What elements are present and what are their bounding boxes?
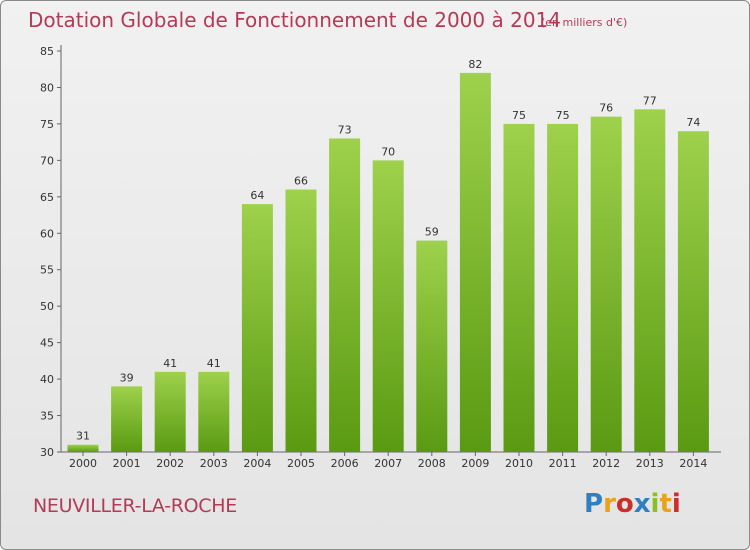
commune-name: NEUVILLER-LA-ROCHE [33, 495, 237, 517]
bar-value-label: 76 [599, 102, 613, 115]
bar [503, 123, 535, 452]
y-tick-label: 45 [40, 337, 54, 350]
logo-letter: i [671, 489, 681, 519]
bar-value-label: 74 [686, 116, 700, 129]
bar-value-label: 75 [512, 109, 526, 122]
logo-letter: P [584, 489, 604, 519]
bar [590, 116, 622, 453]
bar [329, 138, 361, 452]
y-tick-label: 85 [40, 45, 54, 58]
y-tick-label: 35 [40, 410, 54, 423]
bar [111, 386, 143, 452]
bar [198, 371, 230, 452]
bar-value-label: 41 [207, 357, 221, 370]
bar [372, 160, 404, 452]
bar [547, 123, 579, 452]
x-tick-label: 2003 [200, 457, 228, 470]
y-tick-label: 80 [40, 81, 54, 94]
logo-letter: t [659, 489, 672, 519]
bar [154, 371, 186, 452]
x-tick-label: 2010 [505, 457, 533, 470]
logo-letter: o [615, 489, 634, 519]
y-tick-label: 70 [40, 154, 54, 167]
bar [241, 204, 273, 452]
x-tick-label: 2002 [156, 457, 184, 470]
logo-letter: r [603, 489, 616, 519]
y-tick-label: 40 [40, 373, 54, 386]
x-tick-label: 2004 [243, 457, 271, 470]
logo-letter: i [650, 489, 660, 519]
x-tick-label: 2011 [549, 457, 577, 470]
bar-value-label: 77 [643, 94, 657, 107]
bar-value-label: 73 [338, 123, 352, 136]
bar [634, 109, 666, 452]
y-tick-label: 65 [40, 191, 54, 204]
x-tick-label: 2007 [374, 457, 402, 470]
bar-value-label: 75 [556, 109, 570, 122]
bar-value-label: 82 [468, 58, 482, 71]
chart-units: (en milliers d'€) [541, 16, 628, 29]
bar-value-label: 66 [294, 175, 308, 188]
bar [67, 444, 99, 452]
chart-title: Dotation Globale de Fonctionnement de 20… [28, 8, 561, 32]
bar-value-label: 70 [381, 145, 395, 158]
x-tick-label: 2000 [69, 457, 97, 470]
bar [677, 131, 709, 452]
bar-value-label: 39 [120, 371, 134, 384]
y-tick-label: 75 [40, 118, 54, 131]
x-tick-label: 2009 [461, 457, 489, 470]
y-tick-label: 60 [40, 227, 54, 240]
x-tick-label: 2008 [418, 457, 446, 470]
bar [459, 72, 491, 452]
x-tick-label: 2012 [592, 457, 620, 470]
logo-letter: x [633, 489, 651, 519]
y-tick-label: 30 [40, 446, 54, 459]
bar-value-label: 64 [250, 189, 264, 202]
bar [416, 240, 448, 452]
x-tick-label: 2006 [331, 457, 359, 470]
bar [285, 189, 317, 452]
x-tick-label: 2013 [636, 457, 664, 470]
x-tick-label: 2001 [113, 457, 141, 470]
x-tick-label: 2014 [679, 457, 707, 470]
y-tick-label: 50 [40, 300, 54, 313]
y-tick-label: 55 [40, 264, 54, 277]
x-tick-label: 2005 [287, 457, 315, 470]
proxiti-logo: Proxiti [584, 489, 681, 519]
bar-value-label: 59 [425, 226, 439, 239]
bar-value-label: 31 [76, 430, 90, 443]
bar-value-label: 41 [163, 357, 177, 370]
